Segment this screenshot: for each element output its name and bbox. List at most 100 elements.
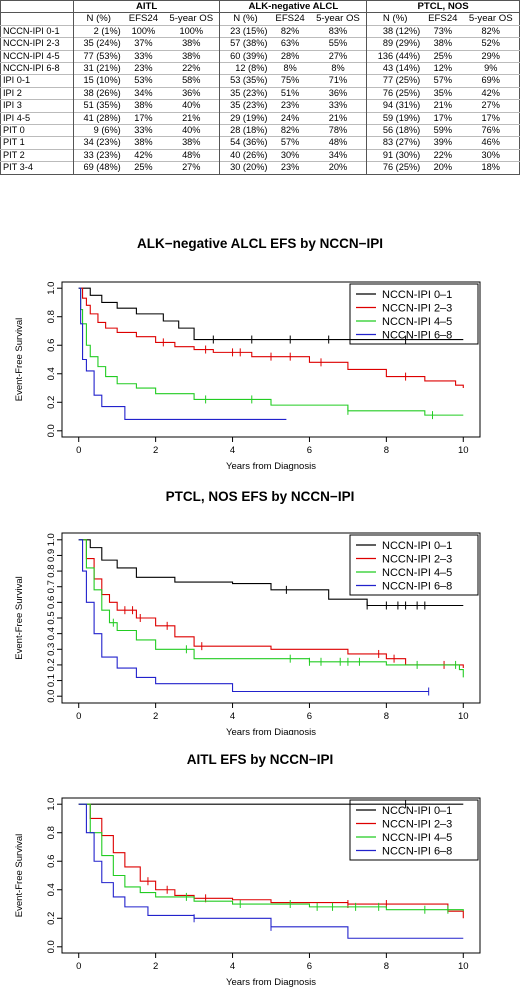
legend-box (349, 799, 479, 861)
table-cell: 25% (423, 49, 463, 63)
chart-title: ALK−negative ALCL EFS by NCCN−IPI (137, 236, 383, 251)
table-cell: 9% (462, 62, 520, 75)
y-tick-label: 0.0 (46, 940, 57, 953)
alcl-efs-chart: ALK−negative ALCL EFS by NCCN−IPI 0.0 0.2 0… (14, 236, 481, 472)
x-tick-label: 2 (153, 445, 158, 456)
table-cell: 38% (163, 37, 220, 51)
x-axis-label: Years from Diagnosis (226, 727, 316, 735)
table-row: IPI 4-5 41 (28%) 17% 21% 29 (19%) 24% 21% 59 (1… (0, 111, 520, 125)
y-tick-label: 0.0 (46, 690, 57, 703)
y-tick-label: 1.0 (46, 798, 57, 811)
chart-title: AITL EFS by NCCN−IPI (187, 752, 333, 767)
table-cell: 48% (309, 136, 367, 150)
table-cell: 57% (270, 136, 310, 150)
y-axis-label: Event-Free Survival (14, 576, 25, 659)
table-cell: 83% (309, 24, 367, 38)
column-header: N (%) (366, 12, 424, 26)
table-cell: 76 (25%) (366, 86, 424, 100)
table-cell: 17% (462, 111, 520, 125)
table-cell: 35 (23%) (219, 86, 271, 100)
table-cell: 28% (270, 49, 310, 63)
table-cell: 8% (270, 62, 310, 75)
table-cell: 9 (6%) (72, 124, 124, 137)
y-axis-label: Event-Free Survival (14, 834, 25, 917)
table-cell: 40% (163, 124, 220, 137)
table-cell: 23% (270, 99, 310, 113)
legend-label: NCCN-IPI 6–8 (382, 330, 452, 342)
table-cell: 35% (423, 86, 463, 100)
table-cell: 55% (309, 37, 367, 51)
y-tick-label: 0.9 (46, 549, 57, 562)
x-tick-label: 4 (230, 445, 235, 456)
table-cell: 75% (270, 74, 310, 88)
x-tick-label: 4 (230, 711, 235, 722)
table-cell: 15 (10%) (72, 74, 124, 88)
table-cell: 53 (35%) (219, 74, 271, 88)
y-tick-label: 0.4 (46, 627, 57, 640)
table-cell: 28 (18%) (219, 124, 271, 137)
table-row: NCCN-IPI 6-8 31 (21%) 23% 22% 12 (8%) 8% 8% 43 … (0, 62, 520, 75)
table-cell: 38% (123, 136, 164, 150)
table-row: NCCN-IPI 0-1 2 (1%) 100% 100% 23 (15%) 82% 83%… (0, 24, 520, 38)
table-cell: 35 (23%) (219, 99, 271, 113)
table-cell: 27% (163, 161, 220, 175)
table-cell: 82% (462, 24, 520, 38)
aitl-efs-chart: AITL EFS by NCCN−IPI 0.0 0.2 0.4 0.6 0.8 1.0 0 2… (14, 752, 481, 988)
column-header: 5-year OS (169, 13, 214, 25)
row-label: IPI 2 (0, 86, 74, 100)
y-tick-label: 0.6 (46, 855, 57, 868)
legend-box (349, 534, 479, 596)
x-tick-label: 8 (384, 961, 389, 972)
table-cell: 82% (270, 124, 310, 137)
y-tick-label: 0.1 (46, 674, 57, 687)
table-cell: 17% (123, 111, 164, 125)
y-tick-label: 0.4 (46, 883, 57, 896)
row-label: NCCN-IPI 2-3 (0, 37, 74, 51)
row-label: PIT 3-4 (0, 161, 74, 175)
row-label: NCCN-IPI 4-5 (0, 49, 74, 63)
column-header: 5-year OS (468, 13, 513, 25)
table-cell: 20% (423, 161, 463, 175)
y-axis-label: Event-Free Survival (14, 318, 25, 401)
x-tick-label: 0 (76, 961, 81, 972)
table-row: IPI 3 51 (35%) 38% 40% 35 (23%) 23% 33% 94 (31%… (0, 99, 520, 113)
table-cell: 83 (27%) (366, 136, 424, 150)
table-cell: 82% (270, 24, 310, 38)
y-tick-label: 0.8 (46, 826, 57, 839)
y-tick-label: 0.2 (46, 396, 57, 409)
table-cell: 21% (309, 111, 367, 125)
row-label: PIT 1 (0, 136, 74, 150)
table-row: IPI 2 38 (26%) 34% 36% 35 (23%) 51% 36% 76 (25%… (0, 86, 520, 100)
table-row: PIT 2 33 (23%) 42% 48% 40 (26%) 30% 34% 91 (30%… (0, 148, 520, 162)
series-line (78, 287, 464, 341)
table-cell: 21% (423, 99, 463, 113)
table-cell: 53% (123, 74, 164, 88)
column-header: EFS24 (128, 13, 159, 25)
series-line (78, 287, 287, 420)
legend-label: NCCN-IPI 4–5 (382, 567, 452, 579)
ptcl-efs-chart: PTCL, NOS EFS by NCCN−IPI 0.0 0.1 0.2 0.3 0.4… (14, 489, 481, 735)
table-row: IPI 0-1 15 (10%) 53% 58% 53 (35%) 75% 71% 77 (2… (0, 74, 520, 88)
x-tick-label: 8 (384, 711, 389, 722)
x-tick-label: 6 (307, 445, 312, 456)
y-tick-label: 0.5 (46, 611, 57, 624)
table-row: PIT 1 34 (23%) 38% 38% 54 (36%) 57% 48% 83 (27%… (0, 136, 520, 150)
table-cell: 38 (12%) (366, 24, 424, 38)
table-cell: 40% (163, 99, 220, 113)
y-tick-label: 0.0 (46, 424, 57, 437)
row-label: IPI 4-5 (0, 111, 74, 125)
column-header: N (%) (72, 12, 124, 26)
x-tick-label: 4 (230, 961, 235, 972)
x-tick-label: 10 (458, 445, 469, 456)
table-cell: 56 (18%) (366, 124, 424, 137)
table-cell: 59 (19%) (366, 111, 424, 125)
series-line (78, 539, 464, 678)
table-cell: 30% (462, 148, 520, 162)
table-cell: 34 (23%) (72, 136, 124, 150)
series-line (78, 803, 464, 912)
legend-label: NCCN-IPI 4–5 (382, 316, 452, 328)
series-line (78, 287, 464, 416)
legend-label: NCCN-IPI 0–1 (382, 540, 452, 552)
table-cell: 20% (309, 161, 367, 175)
table-cell: 29% (462, 49, 520, 63)
